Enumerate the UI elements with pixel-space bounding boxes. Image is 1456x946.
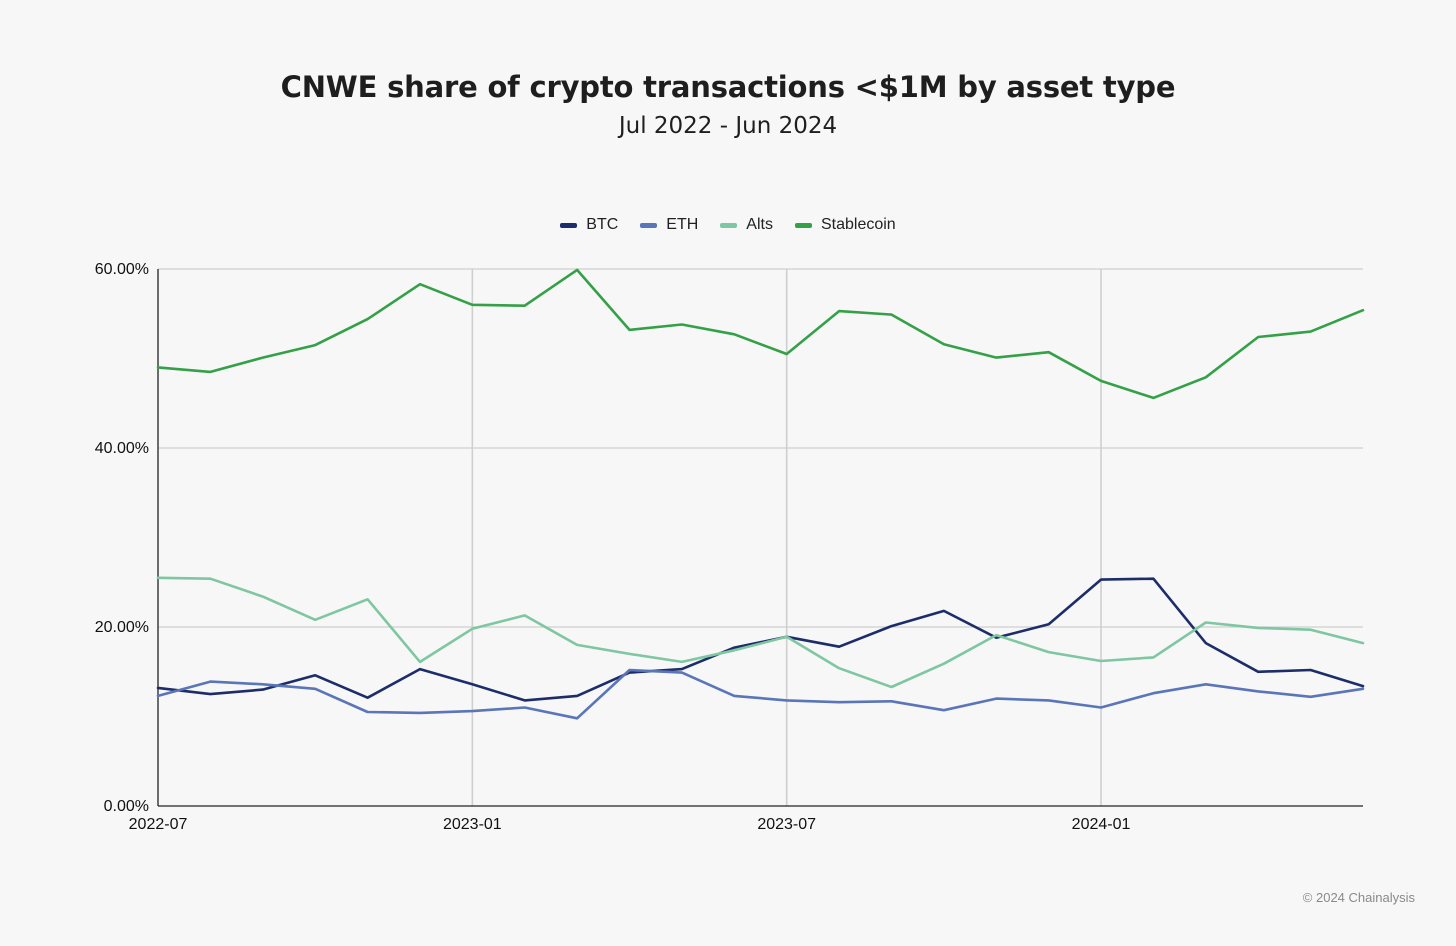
series-line-alts — [156, 576, 1365, 689]
copyright-credit: © 2024 Chainalysis — [1302, 890, 1415, 905]
legend-swatch-stablecoin — [794, 222, 812, 228]
legend-label-stablecoin: Stablecoin — [820, 216, 896, 233]
y-tick-label: 60.00% — [95, 261, 149, 278]
legend-label-alts: Alts — [746, 216, 773, 233]
x-tick-label: 2023-01 — [443, 816, 502, 833]
series-line-eth — [156, 668, 1365, 720]
legend-label-btc: BTC — [586, 216, 619, 233]
y-tick-label: 0.00% — [104, 798, 149, 815]
x-tick-label: 2023-07 — [757, 816, 816, 833]
legend-item-btc[interactable]: BTC — [560, 216, 618, 234]
x-tick-label: 2022-07 — [129, 816, 188, 833]
y-tick-label: 40.00% — [95, 440, 149, 457]
chart-title: CNWE share of crypto transactions <$1M b… — [280, 70, 1176, 104]
legend-swatch-alts — [720, 222, 738, 228]
series-line-stablecoin — [156, 268, 1365, 400]
series-line-btc — [156, 577, 1365, 702]
legend: BTC ETH Alts Stablecoin — [0, 216, 1456, 234]
legend-swatch-btc — [560, 222, 578, 228]
legend-item-alts[interactable]: Alts — [720, 216, 773, 234]
x-tick-label: 2024-01 — [1072, 816, 1131, 833]
legend-label-eth: ETH — [666, 216, 699, 233]
legend-swatch-eth — [640, 222, 658, 228]
chart-subtitle: Jul 2022 - Jun 2024 — [618, 113, 838, 139]
y-tick-label: 20.00% — [95, 619, 149, 636]
legend-item-stablecoin[interactable]: Stablecoin — [794, 216, 896, 234]
legend-item-eth[interactable]: ETH — [640, 216, 698, 234]
